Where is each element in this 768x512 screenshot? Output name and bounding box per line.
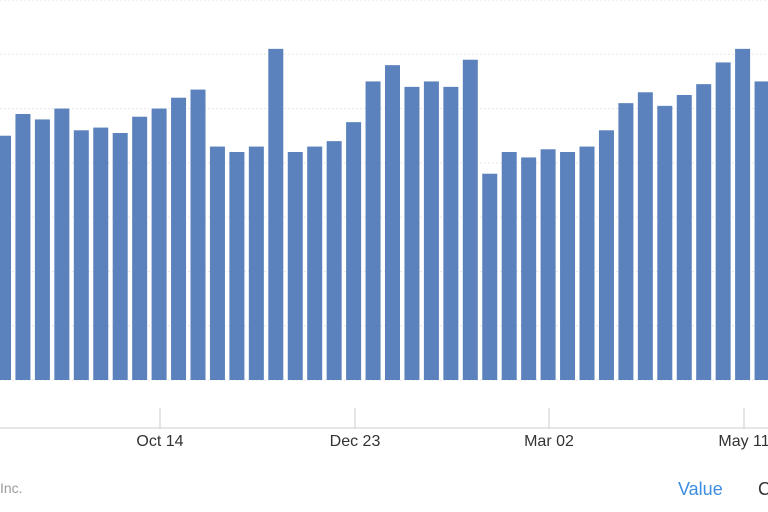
x-tick-label: Mar 02 — [524, 433, 574, 450]
bar[interactable] — [754, 81, 768, 380]
bar[interactable] — [560, 152, 576, 380]
bar[interactable] — [657, 105, 673, 380]
bar[interactable] — [404, 86, 420, 380]
x-tick-label: May 11 — [718, 433, 768, 450]
bar[interactable] — [443, 86, 459, 380]
x-tick-label: Oct 14 — [136, 433, 183, 450]
bar[interactable] — [385, 65, 400, 381]
bar[interactable] — [579, 146, 595, 380]
bar[interactable] — [151, 108, 167, 381]
bar[interactable] — [521, 157, 537, 380]
bar[interactable] — [346, 122, 362, 381]
bar[interactable] — [423, 81, 439, 380]
bar[interactable] — [190, 89, 206, 381]
bar[interactable] — [112, 133, 128, 380]
x-axis: Oct 14 Dec 23 Mar 02 May 11 — [0, 408, 768, 450]
bar[interactable] — [326, 141, 342, 380]
grid-lines — [0, 0, 768, 429]
bar[interactable] — [287, 152, 303, 380]
bar[interactable] — [637, 92, 653, 381]
other-toggle[interactable]: C — [758, 479, 768, 499]
source-label: Inc. — [0, 480, 23, 496]
bar[interactable] — [598, 130, 614, 380]
bar[interactable] — [715, 62, 731, 381]
bar[interactable] — [248, 146, 264, 380]
x-tick-label: Dec 23 — [330, 433, 381, 450]
bar[interactable] — [34, 119, 50, 380]
bar[interactable] — [209, 146, 225, 380]
bar[interactable] — [73, 130, 89, 380]
bar[interactable] — [54, 108, 70, 381]
bar[interactable] — [735, 48, 751, 380]
bar[interactable] — [307, 146, 323, 380]
value-toggle[interactable]: Value — [678, 479, 723, 499]
bar[interactable] — [93, 127, 109, 380]
bar[interactable] — [540, 149, 556, 380]
bar[interactable] — [132, 116, 148, 380]
bar[interactable] — [365, 81, 381, 380]
bar[interactable] — [0, 135, 11, 380]
bar[interactable] — [171, 97, 187, 380]
bar-chart: Oct 14 Dec 23 Mar 02 May 11 — [0, 0, 768, 450]
bar[interactable] — [229, 152, 245, 380]
bar[interactable] — [676, 95, 692, 380]
bar[interactable] — [482, 173, 498, 380]
bar[interactable] — [501, 152, 517, 380]
bar[interactable] — [696, 84, 712, 381]
bar-series — [0, 48, 768, 381]
bar[interactable] — [618, 103, 634, 381]
bar[interactable] — [268, 48, 284, 380]
bar[interactable] — [15, 114, 31, 380]
bar[interactable] — [462, 59, 478, 380]
